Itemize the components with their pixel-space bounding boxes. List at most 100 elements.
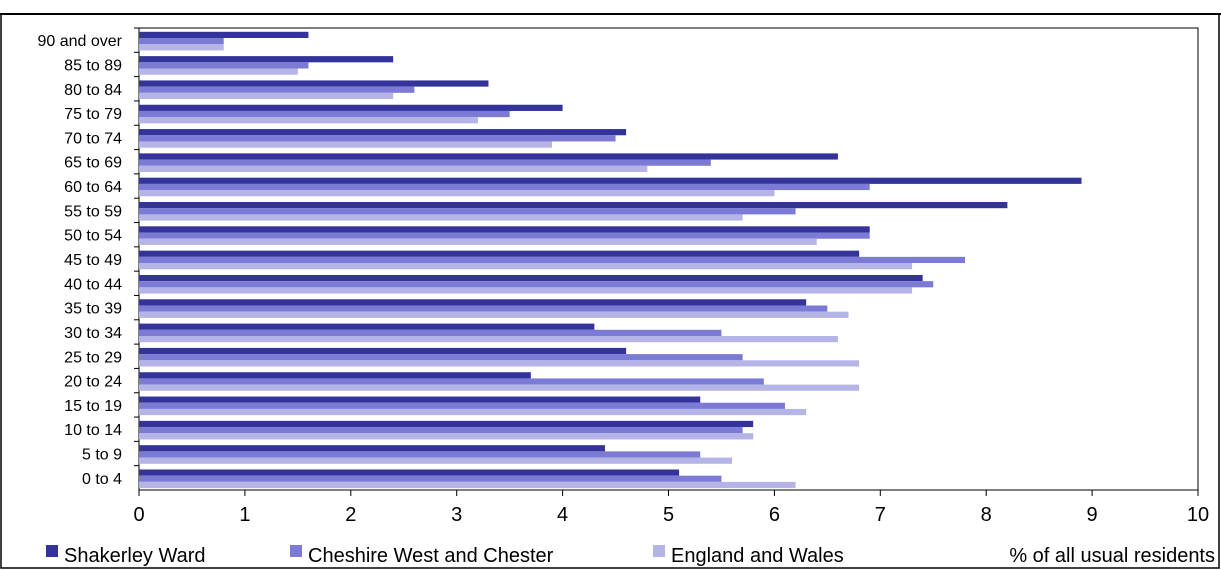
bar-2-15-to-19 — [139, 402, 785, 409]
x-tick-label: 1 — [239, 504, 250, 526]
category-label: 65 to 69 — [64, 155, 122, 172]
bar-3-30-to-34 — [139, 335, 838, 343]
category-label: 45 to 49 — [64, 252, 122, 269]
bar-1-10-to-14 — [139, 420, 754, 428]
bar-1-50-to-54 — [139, 226, 870, 233]
bar-2-70-to-74 — [139, 135, 616, 142]
bar-1-60-to-64 — [139, 177, 1082, 184]
bar-3-50-to-54 — [139, 238, 817, 245]
category-label: 5 to 9 — [82, 447, 122, 464]
category-label: 90 and over — [37, 33, 122, 50]
legend-label: Shakerley Ward — [64, 545, 206, 567]
bar-3-10-to-14 — [139, 433, 754, 440]
bar-3-90-and-over — [139, 44, 224, 51]
bar-1-25-to-29 — [139, 347, 627, 355]
bar-3-80-to-84 — [139, 92, 394, 100]
bar-2-50-to-54 — [139, 232, 870, 239]
x-axis-label: % of all usual residents — [1009, 545, 1215, 567]
legend-swatch — [46, 545, 58, 557]
bar-3-5-to-9 — [139, 457, 733, 464]
category-label: 55 to 59 — [64, 203, 122, 220]
bar-2-5-to-9 — [139, 451, 701, 458]
legend-label: Cheshire West and Chester — [308, 545, 554, 567]
category-labels: 0 to 4 5 to 9 10 to 14 15 to 19 20 to 24 25 t… — [37, 27, 139, 488]
bar-1-80-to-84 — [139, 80, 489, 87]
bar-3-85-to-89 — [139, 68, 298, 75]
bars-group — [139, 31, 1082, 489]
legend-swatch — [290, 545, 302, 557]
bar-1-20-to-24 — [139, 372, 531, 379]
bar-2-65-to-69 — [139, 159, 711, 166]
x-tick-label: 0 — [133, 504, 144, 526]
x-tick-label: 10 — [1187, 504, 1209, 526]
bar-2-40-to-44 — [139, 281, 934, 288]
bar-2-60-to-64 — [139, 183, 870, 191]
x-tick-label: 5 — [663, 504, 674, 526]
x-tick-label: 6 — [769, 504, 780, 526]
x-axis: 0 1 2 3 4 5 6 7 8 9 10 — [133, 490, 1209, 526]
bar-2-45-to-49 — [139, 256, 966, 264]
x-tick-label: 4 — [557, 504, 568, 526]
bar-3-20-to-24 — [139, 384, 860, 391]
bar-1-15-to-19 — [139, 396, 701, 403]
outer-frame — [0, 13, 1220, 569]
bar-3-35-to-39 — [139, 311, 849, 318]
bar-1-0-to-4 — [139, 469, 680, 476]
bar-2-25-to-29 — [139, 354, 743, 361]
category-label: 35 to 39 — [64, 301, 122, 318]
x-tick-label: 9 — [1087, 504, 1098, 526]
x-tick-label: 2 — [345, 504, 356, 526]
bar-2-85-to-89 — [139, 62, 309, 69]
bar-3-45-to-49 — [139, 263, 913, 270]
bar-1-65-to-69 — [139, 153, 838, 160]
bar-2-75-to-79 — [139, 110, 510, 118]
bar-1-45-to-49 — [139, 250, 860, 257]
x-tick-label: 3 — [451, 504, 462, 526]
bar-1-85-to-89 — [139, 56, 394, 63]
bar-1-5-to-9 — [139, 445, 605, 452]
category-label: 30 to 34 — [64, 325, 122, 342]
bar-2-0-to-4 — [139, 475, 722, 482]
bar-1-40-to-44 — [139, 274, 923, 282]
category-label: 80 to 84 — [64, 82, 122, 99]
bar-1-35-to-39 — [139, 299, 807, 306]
bar-3-65-to-69 — [139, 165, 648, 172]
bar-3-60-to-64 — [139, 190, 775, 197]
legend-swatch — [653, 545, 665, 557]
bar-1-70-to-74 — [139, 129, 627, 136]
bar-3-25-to-29 — [139, 360, 860, 367]
bar-2-90-and-over — [139, 38, 224, 45]
category-label: 85 to 89 — [64, 57, 122, 74]
category-label: 75 to 79 — [64, 106, 122, 123]
bar-1-90-and-over — [139, 31, 309, 38]
bar-2-80-to-84 — [139, 86, 415, 93]
category-label: 70 to 74 — [64, 130, 122, 147]
bar-2-30-to-34 — [139, 329, 722, 336]
bar-2-55-to-59 — [139, 208, 796, 215]
category-label: 15 to 19 — [64, 398, 122, 415]
bar-3-55-to-59 — [139, 214, 743, 221]
bar-3-0-to-4 — [139, 481, 796, 489]
bar-3-75-to-79 — [139, 117, 478, 124]
bar-1-30-to-34 — [139, 323, 595, 330]
bar-2-20-to-24 — [139, 378, 764, 385]
category-label: 0 to 4 — [82, 471, 122, 488]
bar-1-75-to-79 — [139, 104, 563, 111]
category-label: 20 to 24 — [64, 374, 122, 391]
bar-3-15-to-19 — [139, 408, 807, 416]
category-label: 10 to 14 — [64, 422, 122, 439]
category-label: 40 to 44 — [64, 276, 122, 293]
bar-1-55-to-59 — [139, 202, 1008, 209]
legend-label: England and Wales — [671, 545, 844, 567]
category-label: 60 to 64 — [64, 179, 122, 196]
bar-3-70-to-74 — [139, 141, 553, 148]
legend: Shakerley Ward Cheshire West and Chester E… — [46, 545, 844, 567]
bar-3-40-to-44 — [139, 287, 913, 294]
category-label: 25 to 29 — [64, 349, 122, 366]
category-label: 50 to 54 — [64, 228, 122, 245]
bar-2-35-to-39 — [139, 305, 828, 312]
bar-2-10-to-14 — [139, 427, 743, 434]
x-tick-label: 8 — [981, 504, 992, 526]
x-tick-label: 7 — [875, 504, 886, 526]
